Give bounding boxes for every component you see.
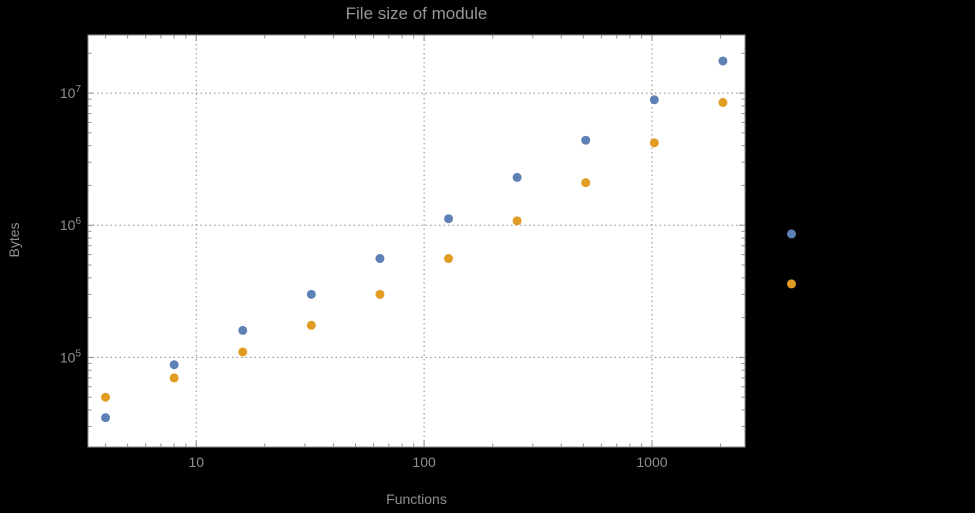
- data-point-series-2-orange: [787, 279, 797, 289]
- data-point-series-1-blue: [169, 360, 179, 370]
- y-tick-label: 105: [60, 348, 82, 365]
- data-point-series-1-blue: [512, 172, 522, 182]
- data-point-series-1-blue: [444, 214, 454, 224]
- data-point-series-2-orange: [718, 97, 728, 107]
- data-point-series-2-orange: [238, 347, 248, 357]
- data-point-series-1-blue: [306, 289, 316, 299]
- data-point-series-2-orange: [306, 320, 316, 330]
- x-tick-label: 100: [412, 454, 436, 470]
- plot-background: [88, 35, 745, 447]
- data-point-series-2-orange: [581, 178, 591, 188]
- data-point-series-2-orange: [375, 289, 385, 299]
- data-point-series-2-orange: [444, 254, 454, 264]
- data-point-series-2-orange: [101, 392, 111, 402]
- data-point-series-1-blue: [581, 135, 591, 145]
- x-tick-label: 10: [188, 454, 204, 470]
- data-point-series-1-blue: [718, 56, 728, 66]
- data-point-series-1-blue: [787, 229, 797, 239]
- chart-title: File size of module: [345, 4, 488, 23]
- data-point-series-1-blue: [375, 254, 385, 264]
- data-point-series-2-orange: [649, 138, 659, 148]
- x-axis-label: Functions: [386, 491, 447, 507]
- data-point-series-1-blue: [649, 95, 659, 105]
- data-point-series-2-orange: [169, 373, 179, 383]
- x-tick-label: 1000: [636, 454, 667, 470]
- data-point-series-1-blue: [101, 413, 111, 423]
- plot-frame: [87, 34, 746, 448]
- data-point-series-1-blue: [238, 325, 248, 335]
- data-point-series-2-orange: [512, 216, 522, 226]
- y-tick-label: 106: [60, 216, 82, 233]
- y-axis-label: Bytes: [6, 222, 22, 258]
- y-tick-label: 107: [60, 84, 82, 101]
